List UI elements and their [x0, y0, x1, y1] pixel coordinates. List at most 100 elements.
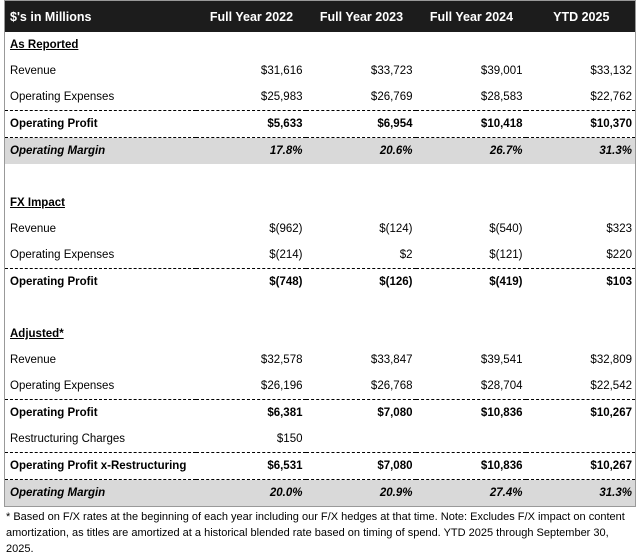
value-cell: $(121) — [489, 249, 523, 261]
value-cell: 17.8% — [195, 137, 306, 164]
value-cell: $33,847 — [370, 354, 413, 366]
value-cell: $32,809 — [590, 354, 632, 366]
value-cell: $7,080 — [305, 452, 416, 480]
row-label: Operating Margin — [4, 479, 196, 507]
row-label: Operating Profit — [4, 268, 196, 295]
cell — [5, 164, 636, 190]
spacer-row — [5, 295, 636, 321]
section-title: Adjusted* — [10, 328, 64, 340]
header-cell: $'s in Millions — [4, 0, 196, 32]
value-cell: $(540) — [489, 223, 523, 235]
value-cell: $(126) — [305, 268, 416, 295]
value-cell: $220 — [606, 249, 632, 261]
value-cell: $10,418 — [415, 110, 526, 138]
value-cell: $323 — [606, 223, 632, 235]
value-cell: $5,633 — [195, 110, 306, 138]
cell — [306, 32, 416, 58]
value-cell: $10,836 — [415, 399, 526, 426]
cell — [306, 190, 416, 216]
value-cell: $32,578 — [260, 354, 303, 366]
value-cell: $10,267 — [525, 399, 636, 426]
value-cell: $(214) — [269, 249, 303, 261]
cell — [416, 32, 526, 58]
data-row: Operating Margin 17.8% 20.6% 26.7% 31.3% — [4, 137, 636, 164]
cell — [5, 295, 636, 321]
value-cell: $6,381 — [195, 399, 306, 426]
value-cell: $10,836 — [415, 452, 526, 480]
cell — [416, 190, 526, 216]
value-cell: $28,704 — [480, 380, 523, 392]
data-row: Revenue $32,578 $33,847 $39,541 $32,809 — [5, 347, 636, 373]
value-cell: $6,954 — [305, 110, 416, 138]
row-label: Operating Expenses — [10, 91, 115, 103]
row-label: Operating Profit — [4, 399, 196, 426]
value-cell: $6,531 — [195, 452, 306, 480]
value-cell: $(124) — [379, 223, 413, 235]
data-row: Operating Expenses $26,196 $26,768 $28,704 $… — [5, 373, 636, 400]
data-row: Operating Expenses $25,983 $26,769 $28,583 $… — [5, 84, 636, 111]
data-row: Operating Profit x-Restructuring $6,531 $7… — [4, 452, 636, 480]
row-label: Revenue — [10, 223, 57, 235]
row-label: Revenue — [10, 354, 57, 366]
cell — [306, 321, 416, 347]
value-cell: $26,196 — [260, 380, 303, 392]
data-row: Operating Profit $(748) $(126) $(419) $103 — [4, 268, 636, 295]
cell — [416, 321, 526, 347]
value-cell: $(962) — [269, 223, 303, 235]
value-cell: $33,132 — [590, 65, 632, 77]
row-label: Restructuring Charges — [10, 433, 126, 445]
value-cell: 20.9% — [305, 479, 416, 507]
cell — [196, 190, 306, 216]
data-row: Operating Expenses $(214) $2 $(121) $220 — [5, 242, 636, 269]
value-cell: $10,370 — [525, 110, 636, 138]
cell — [526, 190, 636, 216]
cell — [526, 32, 636, 58]
value-cell: $28,583 — [480, 91, 523, 103]
section-title: As Reported — [10, 39, 79, 51]
section-row: FX Impact — [5, 190, 636, 216]
value-cell: $26,768 — [370, 380, 413, 392]
value-cell: $39,541 — [480, 354, 523, 366]
header-cell: Full Year 2024 — [415, 0, 526, 32]
value-cell: $31,616 — [260, 65, 303, 77]
cell — [526, 321, 636, 347]
value-cell: $150 — [276, 433, 303, 445]
data-row: Restructuring Charges $150 — [5, 426, 636, 453]
header-cell: Full Year 2023 — [305, 0, 416, 32]
header-cell: YTD 2025 — [525, 0, 636, 32]
financial-table: $'s in Millions Full Year 2022 Full Year 2… — [4, 0, 636, 507]
cell — [306, 426, 416, 453]
spacer-row — [5, 164, 636, 190]
value-cell: $7,080 — [305, 399, 416, 426]
value-cell: $(748) — [195, 268, 306, 295]
value-cell: 20.0% — [195, 479, 306, 507]
value-cell: $2 — [399, 249, 413, 261]
data-row: Revenue $31,616 $33,723 $39,001 $33,132 — [5, 58, 636, 84]
row-label: Revenue — [10, 65, 57, 77]
data-row: Revenue $(962) $(124) $(540) $323 — [5, 216, 636, 242]
cell — [526, 426, 636, 453]
data-row: Operating Margin 20.0% 20.9% 27.4% 31.3% — [4, 479, 636, 507]
data-row: Operating Profit $6,381 $7,080 $10,836 $10,2… — [4, 399, 636, 426]
cell — [196, 321, 306, 347]
section-title: FX Impact — [10, 197, 65, 209]
row-label: Operating Profit x-Restructuring — [4, 452, 196, 480]
data-row: Operating Profit $5,633 $6,954 $10,418 $10,3… — [4, 110, 636, 138]
footnote: * Based on F/X rates at the beginning of… — [6, 511, 625, 555]
value-cell: 31.3% — [525, 137, 636, 164]
value-cell: $33,723 — [370, 65, 413, 77]
section-row: As Reported — [5, 32, 636, 58]
row-label: Operating Margin — [4, 137, 196, 164]
cell — [196, 32, 306, 58]
row-label: Operating Expenses — [10, 380, 115, 392]
value-cell: $39,001 — [480, 65, 523, 77]
value-cell: 26.7% — [415, 137, 526, 164]
cell — [416, 426, 526, 453]
value-cell: $103 — [525, 268, 636, 295]
section-row: Adjusted* — [5, 321, 636, 347]
value-cell: $22,542 — [590, 380, 632, 392]
value-cell: $26,769 — [370, 91, 413, 103]
value-cell: $22,762 — [590, 91, 632, 103]
value-cell: 20.6% — [305, 137, 416, 164]
